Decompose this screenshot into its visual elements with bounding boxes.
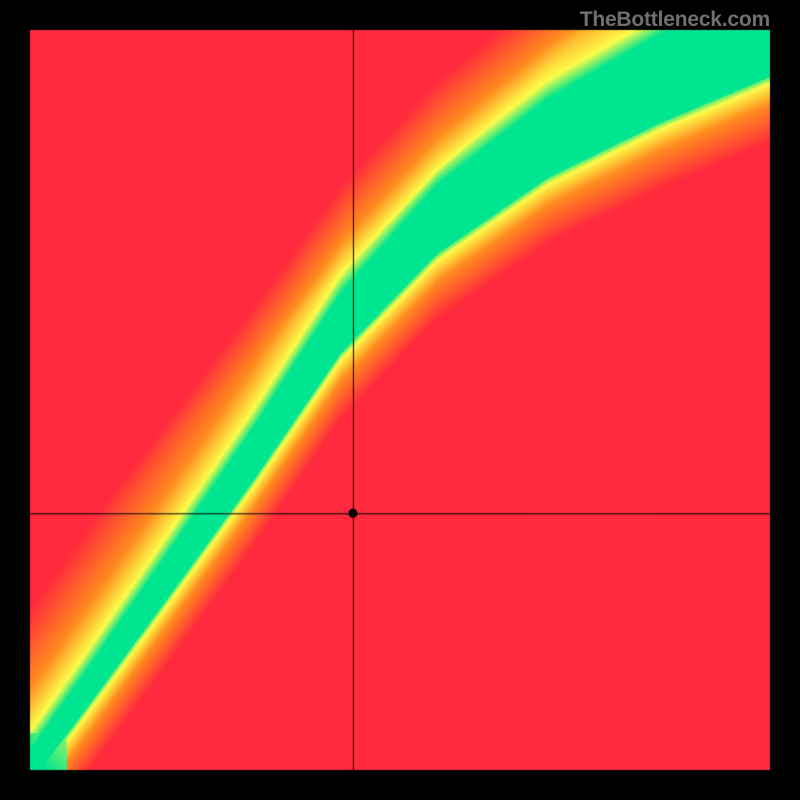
bottleneck-heatmap <box>0 0 800 800</box>
watermark-text: TheBottleneck.com <box>580 8 770 32</box>
chart-container: TheBottleneck.com <box>0 0 800 800</box>
